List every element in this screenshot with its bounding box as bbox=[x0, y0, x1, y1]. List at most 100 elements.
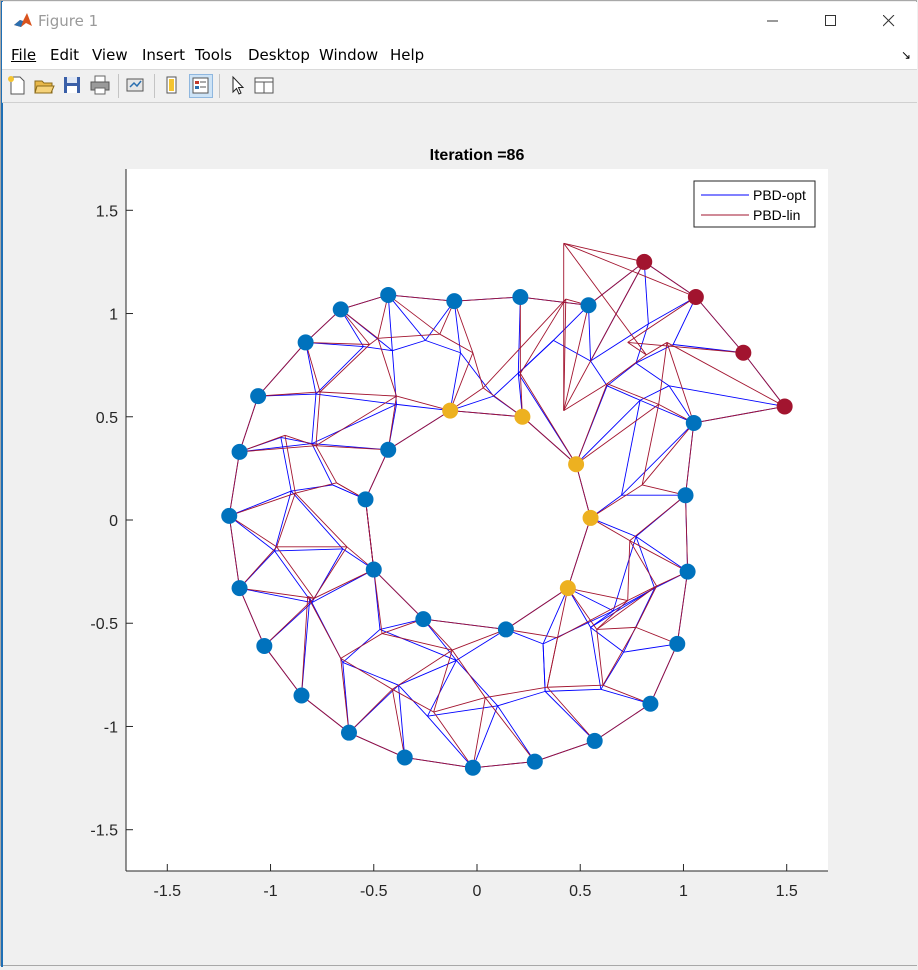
mesh-edge-pbd-lin bbox=[519, 373, 577, 465]
y-tick-label: -1.5 bbox=[90, 823, 118, 840]
y-tick-label: 0.5 bbox=[96, 410, 118, 427]
mesh-edge-pbd-opt bbox=[544, 691, 596, 742]
maximize-button[interactable] bbox=[802, 2, 860, 39]
y-tick-label: 1 bbox=[109, 307, 118, 324]
node-marker-outer-fixed bbox=[677, 487, 694, 504]
legend[interactable]: PBD-opt PBD-lin bbox=[693, 180, 816, 228]
link-plot-icon bbox=[126, 78, 144, 92]
show-plot-tools-button[interactable] bbox=[189, 74, 213, 98]
mesh-edge-pbd-opt bbox=[590, 627, 624, 653]
insert-colorbar-button[interactable] bbox=[253, 74, 277, 98]
mesh-edge-pbd-lin bbox=[453, 300, 474, 353]
node-marker-outer-fixed bbox=[256, 637, 273, 654]
mesh-edge-pbd-lin bbox=[340, 294, 389, 310]
mesh-edge-pbd-lin bbox=[433, 697, 486, 713]
mesh-edge-pbd-opt bbox=[621, 400, 641, 496]
node-marker-outer-fixed bbox=[396, 749, 413, 766]
mesh-edge-pbd-opt bbox=[472, 705, 499, 768]
mesh-edge-pbd-lin bbox=[307, 596, 342, 659]
mesh-edge-pbd-lin bbox=[423, 618, 506, 630]
mesh-edge-pbd-lin bbox=[320, 391, 397, 397]
mesh-edge-pbd-opt bbox=[497, 705, 536, 762]
mesh-edge-pbd-opt bbox=[427, 715, 474, 769]
node-marker-outer-fixed bbox=[231, 443, 248, 460]
mesh-edge-pbd-lin bbox=[596, 600, 629, 630]
node-marker-outer-fixed bbox=[464, 759, 481, 776]
y-tick-label: 1.5 bbox=[96, 203, 118, 220]
mesh-edge-pbd-opt bbox=[545, 688, 601, 692]
mesh-edge-pbd-lin bbox=[484, 697, 536, 762]
node-marker-outer-fixed bbox=[642, 695, 659, 712]
new-figure-icon bbox=[8, 76, 25, 95]
mesh-edge-pbd-lin bbox=[629, 540, 658, 587]
print-button[interactable] bbox=[89, 74, 113, 98]
mesh-edge-pbd-lin bbox=[313, 546, 348, 599]
mesh-edge-pbd-lin bbox=[575, 383, 608, 465]
menu-bar: File Edit View Insert Tools Desktop Wind… bbox=[2, 39, 917, 70]
mesh-edge-pbd-lin bbox=[387, 396, 397, 450]
new-figure-button[interactable] bbox=[6, 74, 30, 98]
dock-figure-icon[interactable]: ↘ bbox=[900, 48, 911, 62]
x-tick-label: 0 bbox=[473, 883, 482, 900]
menu-window[interactable]: Window bbox=[319, 46, 378, 64]
mesh-edge-pbd-lin bbox=[340, 658, 350, 733]
mesh-edge-pbd-lin bbox=[588, 261, 645, 306]
title-bar[interactable]: Figure 1 bbox=[2, 2, 917, 39]
mesh-edge-pbd-lin bbox=[596, 626, 637, 630]
node-marker-outer-fixed bbox=[526, 753, 543, 770]
node-marker-outer-fixed bbox=[586, 732, 603, 749]
close-button[interactable] bbox=[860, 2, 918, 39]
mesh-edge-pbd-opt bbox=[606, 385, 641, 401]
mesh-edge-pbd-lin bbox=[387, 294, 441, 335]
node-marker-outer-fixed bbox=[250, 388, 267, 405]
x-tick-label: 1 bbox=[679, 883, 688, 900]
x-tick-label: 1.5 bbox=[776, 883, 798, 900]
mesh-edge-pbd-opt bbox=[668, 385, 785, 407]
matlab-logo-icon bbox=[13, 11, 33, 31]
node-marker-outer-fixed bbox=[669, 635, 686, 652]
save-button[interactable] bbox=[61, 74, 85, 98]
open-file-button[interactable] bbox=[33, 74, 57, 98]
mesh-edge-pbd-opt bbox=[460, 352, 494, 397]
menu-help[interactable]: Help bbox=[390, 46, 424, 64]
mesh-edge-pbd-opt bbox=[311, 569, 374, 603]
mesh-edge-pbd-lin bbox=[452, 629, 507, 651]
x-tick-label: -1 bbox=[263, 883, 277, 900]
node-marker-inner-moving bbox=[568, 456, 585, 473]
chart-title: Iteration =86 bbox=[430, 147, 525, 164]
mesh-edge-pbd-opt bbox=[311, 443, 333, 486]
menu-insert[interactable]: Insert bbox=[142, 46, 185, 64]
menu-desktop[interactable]: Desktop bbox=[248, 46, 310, 64]
edit-plot-button[interactable] bbox=[226, 74, 250, 98]
mesh-edge-pbd-opt bbox=[590, 587, 655, 628]
mesh-edge-pbd-lin bbox=[641, 422, 695, 486]
mesh-edge-pbd-opt bbox=[449, 352, 461, 411]
mesh-edge-pbd-lin bbox=[340, 633, 383, 659]
mesh-edge-pbd-lin bbox=[392, 649, 453, 690]
link-plot-button[interactable] bbox=[124, 74, 148, 98]
mesh-edge-pbd-lin bbox=[563, 305, 589, 411]
node-marker-outer-fixed bbox=[380, 441, 397, 458]
mesh-edge-pbd-lin bbox=[276, 546, 315, 599]
hide-plot-tools-button[interactable] bbox=[161, 74, 185, 98]
menu-edit[interactable]: Edit bbox=[50, 46, 79, 64]
mesh-edge-pbd-opt bbox=[590, 323, 649, 362]
mesh-edge-pbd-lin bbox=[602, 627, 637, 686]
mesh-edge-pbd-opt bbox=[392, 339, 426, 352]
mesh-edge-pbd-opt bbox=[427, 660, 457, 717]
node-marker-inner-moving bbox=[582, 509, 599, 526]
mesh-edge-pbd-opt bbox=[553, 339, 591, 362]
mesh-edge-pbd-lin bbox=[590, 484, 643, 519]
mesh-edge-pbd-lin bbox=[520, 296, 589, 306]
menu-view[interactable]: View bbox=[92, 46, 128, 64]
mesh-edge-pbd-lin bbox=[602, 684, 651, 705]
mesh-edge-pbd-lin bbox=[534, 740, 595, 762]
menu-tools[interactable]: Tools bbox=[195, 46, 232, 64]
mesh-edge-pbd-lin bbox=[627, 341, 744, 354]
menu-view-label: View bbox=[92, 46, 128, 64]
menu-file[interactable]: File bbox=[11, 46, 36, 64]
minimize-button[interactable] bbox=[744, 2, 802, 39]
mesh-edge-pbd-lin bbox=[377, 338, 397, 397]
mesh-edge-pbd-lin bbox=[676, 571, 689, 644]
mesh-edge-pbd-lin bbox=[575, 404, 659, 465]
